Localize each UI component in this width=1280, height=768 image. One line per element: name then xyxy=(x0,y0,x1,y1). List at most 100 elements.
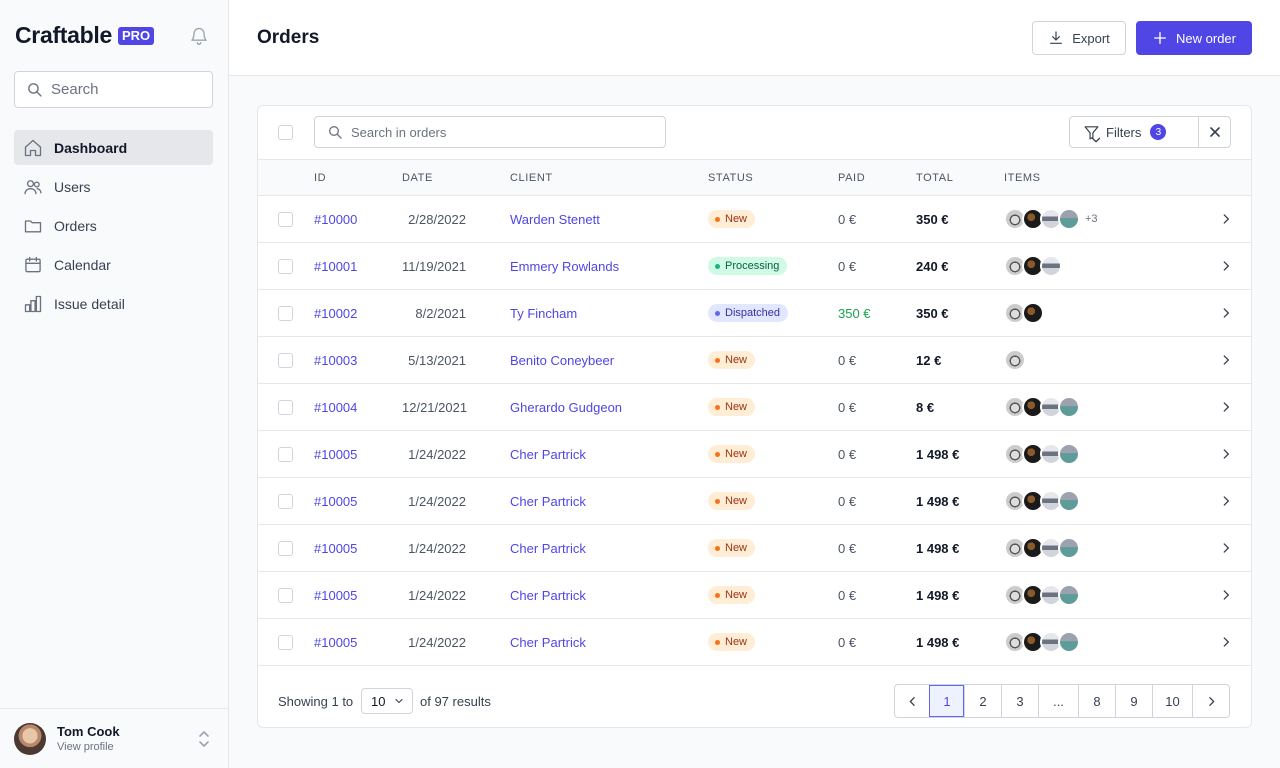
chevron-up-down-icon[interactable] xyxy=(196,730,212,748)
sidebar-search-input[interactable]: Search xyxy=(14,71,213,108)
client-link[interactable]: Cher Partrick xyxy=(510,541,586,556)
page-number: 9 xyxy=(1130,693,1138,709)
status-label: New xyxy=(725,589,748,601)
plus-icon xyxy=(1154,31,1167,44)
page-number: 3 xyxy=(1016,693,1024,709)
chevron-right-icon[interactable] xyxy=(1219,541,1233,555)
row-checkbox[interactable] xyxy=(278,541,293,556)
filters-button[interactable]: Filters 3 xyxy=(1069,116,1199,148)
row-checkbox[interactable] xyxy=(278,494,293,509)
page-button[interactable]: ... xyxy=(1038,685,1078,717)
new-order-button[interactable]: New order xyxy=(1136,21,1252,55)
order-id-link[interactable]: #10003 xyxy=(314,353,358,368)
brand-logo[interactable]: Craftable PRO xyxy=(15,22,155,49)
status-dot xyxy=(715,310,720,316)
bell-icon[interactable] xyxy=(189,26,209,46)
column-header-client[interactable]: CLIENT xyxy=(510,172,553,184)
order-id-link[interactable]: #10005 xyxy=(314,447,358,462)
sidebar-item-issue-detail[interactable]: Issue detail xyxy=(14,286,213,321)
column-header-paid[interactable]: PAID xyxy=(838,172,866,184)
export-button[interactable]: Export xyxy=(1032,21,1126,55)
item-thumbnails xyxy=(1004,255,1062,277)
row-checkbox[interactable] xyxy=(278,447,293,462)
column-header-id[interactable]: ID xyxy=(314,172,327,184)
order-id-link[interactable]: #10005 xyxy=(314,588,358,603)
chevron-right-icon[interactable] xyxy=(1219,588,1233,602)
page-button[interactable]: 10 xyxy=(1152,685,1192,717)
page-button[interactable]: 9 xyxy=(1115,685,1152,717)
column-header-status[interactable]: STATUS xyxy=(708,172,754,184)
sidebar-item-users[interactable]: Users xyxy=(14,169,213,204)
sidebar-item-dashboard[interactable]: Dashboard xyxy=(14,130,213,165)
table-row[interactable]: #10001 11/19/2021 Emmery Rowlands Processin… xyxy=(258,243,1251,290)
chevron-right-icon[interactable] xyxy=(1219,447,1233,461)
client-link[interactable]: Cher Partrick xyxy=(510,447,586,462)
view-profile-link[interactable]: View profile xyxy=(57,741,114,753)
order-id-link[interactable]: #10002 xyxy=(314,306,358,321)
order-id-link[interactable]: #10005 xyxy=(314,494,358,509)
chevron-right-icon[interactable] xyxy=(1219,494,1233,508)
sidebar-item-orders[interactable]: Orders xyxy=(14,208,213,243)
chevron-right-icon[interactable] xyxy=(1219,635,1233,649)
chevron-right-icon[interactable] xyxy=(1219,400,1233,414)
column-header-date[interactable]: DATE xyxy=(402,172,433,184)
order-id-link[interactable]: #10005 xyxy=(314,541,358,556)
select-all-checkbox[interactable] xyxy=(278,125,293,140)
table-row[interactable]: #10005 1/24/2022 Cher Partrick New 0 € 1 498 … xyxy=(258,619,1251,666)
row-checkbox[interactable] xyxy=(278,353,293,368)
page-button[interactable]: 2 xyxy=(964,685,1001,717)
row-checkbox[interactable] xyxy=(278,635,293,650)
prev-page-button[interactable] xyxy=(895,685,929,717)
table-row[interactable]: #10005 1/24/2022 Cher Partrick New 0 € 1 498 … xyxy=(258,478,1251,525)
order-date: 8/2/2021 xyxy=(415,306,466,321)
order-id-link[interactable]: #10004 xyxy=(314,400,358,415)
row-checkbox[interactable] xyxy=(278,400,293,415)
page-button[interactable]: 1 xyxy=(929,685,964,717)
per-page-select[interactable]: 10 xyxy=(361,688,413,714)
client-link[interactable]: Cher Partrick xyxy=(510,494,586,509)
export-label: Export xyxy=(1072,30,1110,46)
item-thumbnail xyxy=(1058,208,1080,230)
client-link[interactable]: Ty Fincham xyxy=(510,306,578,321)
table-row[interactable]: #10005 1/24/2022 Cher Partrick New 0 € 1 498 … xyxy=(258,572,1251,619)
page-number: 10 xyxy=(1165,693,1180,709)
user-profile[interactable]: Tom Cook View profile xyxy=(0,708,228,768)
page-button[interactable]: 3 xyxy=(1001,685,1038,717)
client-link[interactable]: Cher Partrick xyxy=(510,635,586,650)
row-checkbox[interactable] xyxy=(278,212,293,227)
table-row[interactable]: #10003 5/13/2021 Benito Coneybeer New 0 € 12 … xyxy=(258,337,1251,384)
table-row[interactable]: #10005 1/24/2022 Cher Partrick New 0 € 1 498 … xyxy=(258,431,1251,478)
row-checkbox[interactable] xyxy=(278,306,293,321)
page-button[interactable]: 8 xyxy=(1078,685,1115,717)
client-link[interactable]: Emmery Rowlands xyxy=(510,259,620,274)
chevron-right-icon[interactable] xyxy=(1219,306,1233,320)
table-row[interactable]: #10005 1/24/2022 Cher Partrick New 0 € 1 498 … xyxy=(258,525,1251,572)
table-row[interactable]: #10004 12/21/2021 Gherardo Gudgeon New 0 € 8 … xyxy=(258,384,1251,431)
orders-search-input[interactable]: Search in orders xyxy=(314,116,666,148)
order-id-link[interactable]: #10005 xyxy=(314,635,358,650)
clear-filters-button[interactable] xyxy=(1198,116,1231,148)
status-label: New xyxy=(725,448,748,460)
more-items-count: +3 xyxy=(1085,213,1098,225)
order-id-link[interactable]: #10000 xyxy=(314,212,358,227)
client-link[interactable]: Gherardo Gudgeon xyxy=(510,400,623,415)
client-link[interactable]: Cher Partrick xyxy=(510,588,586,603)
chevron-right-icon[interactable] xyxy=(1219,212,1233,226)
table-row[interactable]: #10000 2/28/2022 Warden Stenett New 0 € 350 €… xyxy=(258,196,1251,243)
total-amount: 240 € xyxy=(916,259,949,274)
row-checkbox[interactable] xyxy=(278,588,293,603)
order-id-link[interactable]: #10001 xyxy=(314,259,358,274)
chevron-right-icon[interactable] xyxy=(1219,353,1233,367)
column-header-total[interactable]: TOTAL xyxy=(916,172,954,184)
sidebar-item-label: Orders xyxy=(54,217,97,234)
next-page-button[interactable] xyxy=(1192,685,1229,717)
client-link[interactable]: Benito Coneybeer xyxy=(510,353,615,368)
row-checkbox[interactable] xyxy=(278,259,293,274)
table-row[interactable]: #10002 8/2/2021 Ty Fincham Dispatched 350 € 3… xyxy=(258,290,1251,337)
item-thumbnails xyxy=(1004,443,1080,465)
item-thumbnail xyxy=(1058,584,1080,606)
sidebar-item-calendar[interactable]: Calendar xyxy=(14,247,213,282)
client-link[interactable]: Warden Stenett xyxy=(510,212,600,227)
status-label: New xyxy=(725,213,748,225)
chevron-right-icon[interactable] xyxy=(1219,259,1233,273)
